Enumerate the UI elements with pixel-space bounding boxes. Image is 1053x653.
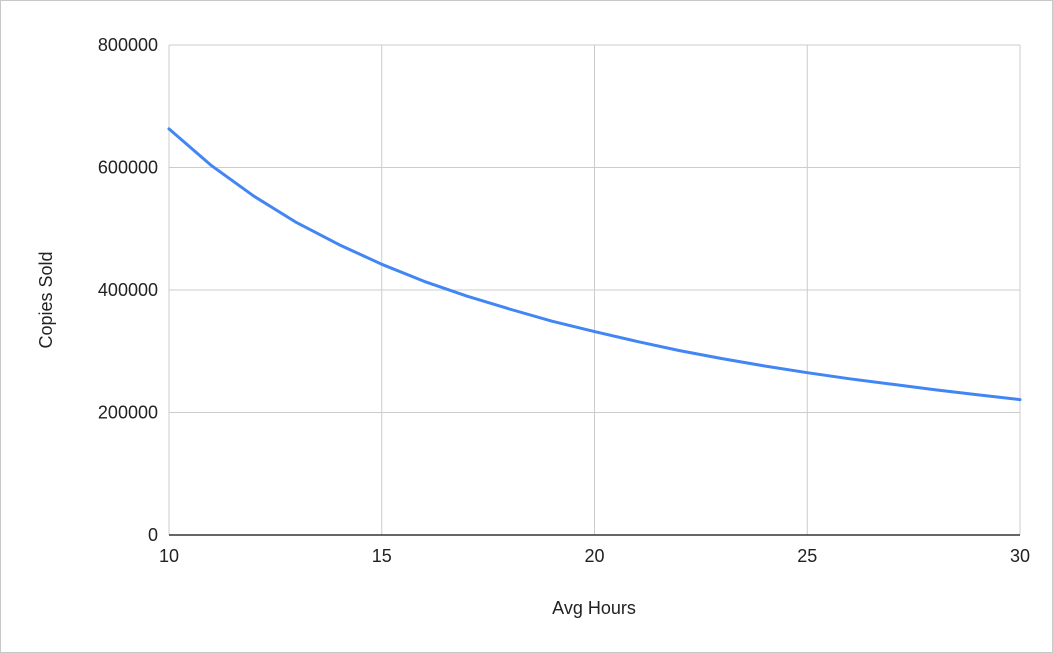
x-tick-label: 10 xyxy=(159,546,179,566)
y-tick-label: 0 xyxy=(148,525,158,545)
x-tick-label: 20 xyxy=(584,546,604,566)
y-tick-label: 200000 xyxy=(98,403,158,423)
x-tick-label: 25 xyxy=(797,546,817,566)
y-tick-label: 400000 xyxy=(98,280,158,300)
y-axis-title: Copies Sold xyxy=(36,251,56,348)
y-tick-label: 600000 xyxy=(98,158,158,178)
x-tick-label: 30 xyxy=(1010,546,1030,566)
x-axis-title: Avg Hours xyxy=(552,598,636,618)
x-tick-label: 15 xyxy=(372,546,392,566)
series-line xyxy=(167,127,1022,402)
series-layer xyxy=(167,127,1022,402)
y-tick-label: 800000 xyxy=(98,35,158,55)
gridlines xyxy=(168,44,1021,535)
tick-labels: 0 200000 400000 600000 800000 10 15 20 25 30 xyxy=(98,35,1030,566)
